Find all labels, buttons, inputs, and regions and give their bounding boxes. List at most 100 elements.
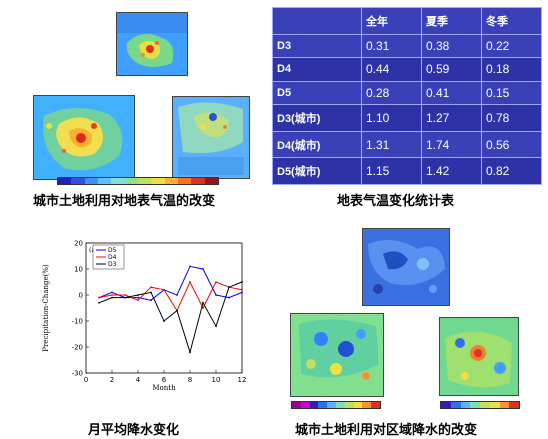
table-cell: 1.74: [421, 130, 482, 159]
table-header-cell: 冬季: [481, 7, 542, 35]
table-cell: 0.56: [481, 130, 542, 159]
table-cell: 0.18: [481, 57, 542, 82]
row-label: D5(城市): [272, 157, 362, 185]
table-header-cell: [272, 7, 362, 35]
table-cell: 1.31: [361, 130, 422, 159]
data-point-d5: [137, 296, 139, 299]
precip-map-d5: [439, 317, 519, 396]
y-axis-label: Precipitation-Change(%): [42, 264, 50, 352]
data-point-d3: [98, 301, 100, 304]
y-tick-label: 0: [79, 292, 83, 300]
data-point-d3: [111, 296, 113, 299]
row-label: D4: [272, 57, 362, 82]
table-row: D5(城市) 1.15 1.42 0.82: [272, 157, 542, 185]
data-point-d5: [215, 294, 217, 296]
temp-stats-table: 全年 夏季 冬季 D3 0.31 0.38 0.22 D4 0.44 0.59 …: [272, 7, 542, 185]
data-point-d4: [215, 281, 217, 283]
temp-map-d3: [116, 12, 188, 76]
table-cell: 0.41: [421, 80, 482, 106]
table-cell: 0.31: [361, 33, 422, 59]
row-label: D5: [272, 80, 362, 106]
row-label: D4(城市): [272, 130, 362, 159]
legend-label-d3: D3: [108, 261, 117, 268]
table-header-cell: 全年: [361, 7, 422, 35]
table-header-cell: 夏季: [421, 7, 482, 35]
data-point-d5: [176, 294, 178, 296]
data-point-d5: [111, 291, 113, 294]
caption-monthly-precip: 月平均降水变化: [88, 423, 180, 438]
data-point-d5: [202, 268, 204, 270]
data-point-d5: [150, 299, 152, 302]
data-point-d4: [202, 307, 204, 309]
data-point-d4: [241, 288, 243, 291]
table-cell: 0.15: [481, 80, 542, 106]
data-point-d3: [124, 296, 126, 299]
data-point-d5: [241, 291, 243, 294]
table-cell: 0.44: [361, 57, 422, 82]
y-tick-label: -20: [72, 344, 83, 352]
data-point-d3: [176, 309, 178, 312]
caption-temp-change: 城市土地利用对地表气温的改变: [33, 194, 216, 209]
table-row: D3(城市) 1.10 1.27 0.78: [272, 104, 542, 132]
x-tick-label: 4: [136, 376, 141, 384]
y-tick-label: -30: [72, 370, 83, 378]
row-label: D3: [272, 33, 362, 59]
precip-map-d4: [290, 313, 384, 397]
temp-map-d4: [33, 95, 135, 180]
table-cell: 1.10: [361, 104, 422, 132]
x-tick-label: 2: [110, 376, 114, 384]
data-point-d3: [228, 286, 230, 289]
table-cell: 1.15: [361, 157, 422, 185]
table-cell: 0.59: [421, 57, 482, 82]
y-tick-label: 20: [74, 240, 83, 248]
precip-colorbar-right: [440, 401, 520, 409]
data-point-d3: [163, 320, 165, 322]
table-cell: 1.27: [421, 104, 482, 132]
x-tick-label: 0: [84, 376, 88, 384]
data-point-d3: [150, 291, 152, 294]
x-tick-label: 8: [188, 376, 192, 384]
table-row: D3 0.31 0.38 0.22: [272, 33, 542, 59]
table-cell: 0.82: [481, 157, 542, 185]
caption-precip-change: 城市土地利用对区域降水的改变: [295, 423, 478, 438]
series-line-d3: [98, 281, 243, 355]
caption-stats-table: 地表气温变化统计表: [337, 194, 455, 209]
table-cell: 0.28: [361, 80, 422, 106]
table-header-row: 全年 夏季 冬季: [272, 7, 542, 35]
table-cell: 0.78: [481, 104, 542, 132]
row-label: D3(城市): [272, 104, 362, 132]
temp-map-d5: [172, 96, 250, 179]
table-cell: 1.42: [421, 157, 482, 185]
data-point-d3: [137, 294, 139, 296]
data-point-d5: [228, 296, 230, 299]
precip-map-d3: [362, 228, 450, 306]
table-row: D4 0.44 0.59 0.18: [272, 57, 542, 82]
data-point-d4: [189, 281, 191, 283]
table-cell: 0.22: [481, 33, 542, 59]
y-tick-label: 10: [74, 266, 83, 274]
table-cell: 0.38: [421, 33, 482, 59]
data-point-d4: [98, 296, 100, 299]
legend-label-d4: D4: [108, 254, 117, 261]
x-tick-label: 6: [162, 376, 167, 384]
data-point-d3: [202, 301, 204, 304]
data-point-d4: [163, 288, 165, 291]
table-row: D5 0.28 0.41 0.15: [272, 80, 542, 106]
data-point-d3: [215, 325, 217, 328]
data-point-d3: [241, 281, 243, 283]
data-point-d4: [150, 286, 152, 289]
series-line-d4: [98, 280, 243, 312]
precip-line-chart: 20 10 0 -10 -20 -30 0 2 4 6 8 10 12 Month Precipitatio…: [36, 231, 248, 393]
data-point-d4: [111, 294, 113, 296]
data-point-d5: [189, 265, 191, 268]
temp-colorbar: [57, 177, 219, 185]
data-point-d4: [137, 299, 139, 302]
data-point-d4: [124, 294, 126, 296]
x-tick-label: 12: [238, 376, 247, 384]
x-tick-label: 10: [212, 376, 221, 384]
series-line-d5: [98, 265, 243, 301]
y-tick-label: -10: [72, 318, 83, 326]
legend-label-d5: D5: [108, 247, 117, 254]
precip-colorbar: [291, 401, 381, 409]
